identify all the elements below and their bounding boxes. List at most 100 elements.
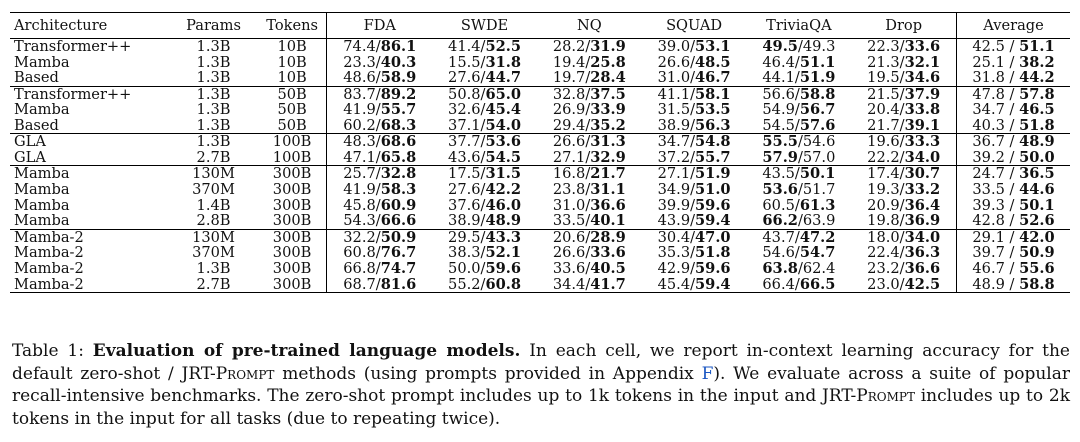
value-separator: /: [690, 85, 696, 103]
cell-drop: 19.5/34.6: [851, 70, 958, 87]
zero-shot-value: 54.3: [343, 212, 376, 230]
cell-squad: 30.4/47.0: [641, 228, 747, 246]
cell-nq: 19.4/25.8: [537, 54, 642, 71]
appendix-link[interactable]: F: [701, 363, 714, 384]
table-row: Mamba-2 1.3B 300B 66.8/74.7 50.0/59.6 33.6/40…: [10, 261, 1070, 277]
cell-nq: 20.6/28.9: [536, 228, 642, 246]
cell-tokens: 100B: [257, 133, 328, 150]
cell-swde: 27.6/42.2: [432, 182, 537, 198]
value-separator: /: [480, 38, 486, 55]
value-separator: /: [375, 133, 381, 151]
value-separator: /: [690, 228, 696, 246]
jrt-prompt-value: 57.8: [1019, 85, 1055, 103]
cell-drop: 21.7/39.1: [851, 116, 958, 134]
cell-average: 39.2 / 50.0: [957, 150, 1070, 166]
header-triviaqa: TriviaQA: [746, 12, 852, 39]
value-separator: /: [690, 101, 696, 119]
zero-shot-value: 26.6: [552, 244, 586, 262]
jrt-prompt-value: 51.9: [799, 69, 836, 87]
cell-squad: 42.9/59.6: [642, 261, 747, 277]
cell-fda: 83.7/89.2: [326, 85, 433, 103]
zero-shot-value: 37.2: [657, 148, 691, 166]
value-separator: /: [1004, 260, 1020, 278]
jrt-prompt-value: 33.9: [590, 101, 626, 119]
jrt-prompt-value: 43.3: [485, 228, 522, 246]
jrt-prompt-value: 31.5: [485, 165, 522, 183]
value-separator: /: [585, 260, 591, 278]
zero-shot-value: 66.2: [762, 212, 798, 230]
cell-params: 130M: [169, 165, 258, 182]
cell-fda: 66.8/74.7: [327, 261, 432, 277]
caption-text-3: ). We evaluate across a suite of popular…: [12, 363, 1071, 407]
value-separator: /: [480, 212, 486, 230]
cell-drop: 22.4/36.3: [851, 245, 958, 261]
zero-shot-value: 49.5: [762, 38, 798, 55]
zero-shot-value: 23.0: [867, 275, 900, 293]
cell-nq: 31.0/36.6: [537, 197, 642, 214]
cell-average: 25.1 / 38.2: [957, 54, 1070, 71]
zero-shot-value: 35.3: [657, 244, 691, 262]
jrt-prompt-value: 34.0: [904, 148, 941, 166]
value-separator: /: [585, 85, 591, 103]
jrt-prompt-value: 50.0: [1019, 148, 1055, 166]
table-row: Mamba 1.3B 50B 41.9/55.7 32.6/45.4 26.9/33.9 3…: [10, 102, 1070, 118]
jrt-prompt-value: 49.3: [802, 38, 836, 55]
zero-shot-value: 22.3: [867, 38, 900, 55]
value-separator: /: [899, 212, 905, 230]
jrt-prompt-value: 33.3: [904, 133, 941, 151]
cell-fda: 41.9/58.3: [327, 182, 432, 198]
value-separator: /: [794, 101, 800, 119]
cell-squad: 31.5/53.5: [642, 102, 747, 118]
zero-shot-value: 50.0: [448, 260, 481, 278]
cell-fda: 23.3/40.3: [327, 54, 432, 71]
zero-shot-value: 21.7: [867, 116, 900, 134]
jrt-prompt-value: 54.0: [485, 116, 522, 134]
table-row: GLA 2.7B 100B 47.1/65.8 43.6/54.5 27.1/32.9 37…: [10, 150, 1070, 166]
cell-swde: 15.5/31.8: [432, 54, 537, 71]
value-separator: /: [797, 180, 803, 198]
value-separator: /: [794, 228, 800, 246]
value-separator: /: [899, 275, 905, 293]
cell-architecture: Mamba: [10, 165, 170, 182]
value-separator: /: [690, 133, 696, 151]
zero-shot-value: 17.5: [448, 165, 481, 183]
jrt-prompt-value: 45.4: [485, 101, 522, 119]
jrt-prompt-value: 35.2: [590, 116, 626, 134]
jrt-prompt-value: 54.5: [485, 148, 522, 166]
jrt-prompt-value: 68.3: [380, 116, 417, 134]
value-separator: /: [797, 212, 803, 230]
jrt-prompt-value: 39.1: [904, 116, 941, 134]
cell-squad: 39.9/59.6: [642, 197, 747, 214]
value-separator: /: [1004, 165, 1020, 183]
zero-shot-value: 60.8: [343, 244, 376, 262]
jrt-prompt-value: 74.7: [380, 260, 417, 278]
table-row: Mamba-2 130M 300B 32.2/50.9 29.5/43.3 20.6/28…: [10, 228, 1070, 246]
cell-swde: 50.8/65.0: [432, 85, 537, 103]
zero-shot-value: 17.4: [867, 165, 900, 183]
cell-params: 1.3B: [196, 53, 231, 71]
zero-shot-value: 20.4: [867, 101, 900, 119]
cell-architecture: Mamba: [14, 212, 70, 230]
zero-shot-value: 57.9: [762, 148, 798, 166]
cell-average: 36.7 / 48.9: [956, 133, 1070, 150]
value-separator: /: [480, 85, 486, 103]
jrt-prompt-value: 57.0: [802, 148, 836, 166]
cell-params: 1.3B: [196, 69, 231, 87]
cell-params: 130M: [169, 228, 258, 246]
cell-average: 24.7 / 36.5: [956, 165, 1070, 183]
zero-shot-value: 45.8: [343, 196, 376, 214]
cell-drop: 19.3/33.2: [851, 182, 958, 198]
zero-shot-value: 66.8: [343, 260, 376, 278]
value-separator: /: [375, 228, 381, 246]
cell-architecture: Transformer++: [10, 38, 170, 55]
zero-shot-value: 63.8: [762, 260, 798, 278]
cell-average: 47.8 / 57.8: [956, 85, 1070, 103]
header-tokens: Tokens: [257, 12, 328, 39]
cell-triviaqa: 63.8/62.4: [746, 261, 851, 277]
cell-params: 370M: [192, 180, 235, 198]
zero-shot-value: 31.5: [657, 101, 691, 119]
cell-tokens: 300B: [257, 228, 328, 246]
cell-triviaqa: 54.9/56.7: [746, 102, 851, 118]
table-row: Mamba 2.8B 300B 54.3/66.6 38.9/48.9 33.5/40.1…: [10, 212, 1070, 230]
header-swde: SWDE: [432, 12, 537, 39]
